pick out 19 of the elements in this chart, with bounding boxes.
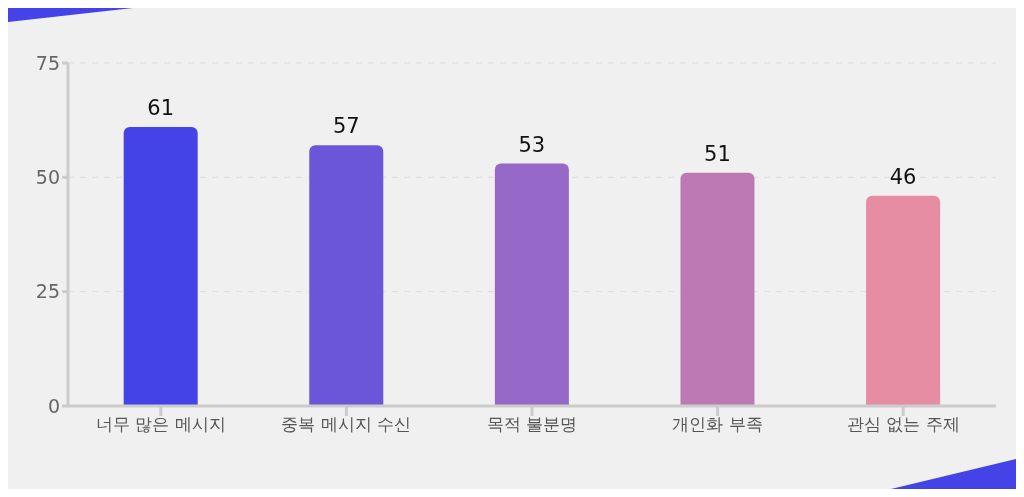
data-label: 57 <box>332 114 360 139</box>
data-label: 53 <box>518 132 546 157</box>
data-label: 46 <box>889 164 917 189</box>
y-tick-label: 25 <box>35 280 60 303</box>
data-label: 51 <box>704 141 731 166</box>
x-tick-label: 중복 메시지 수신 <box>281 414 412 435</box>
bar <box>309 145 384 406</box>
x-tick-label: 관심 없는 주제 <box>846 414 960 435</box>
x-tick-label: 개인화 부족 <box>672 414 763 435</box>
y-tick-label: 50 <box>35 166 60 189</box>
bar <box>123 127 198 406</box>
x-tick-label: 너무 많은 메시지 <box>95 414 226 435</box>
bar <box>866 195 941 406</box>
y-tick-label: 75 <box>35 51 60 74</box>
bar <box>680 172 755 406</box>
x-tick-label: 목적 불분명 <box>486 414 578 435</box>
y-tick-label: 0 <box>47 394 60 417</box>
data-label: 61 <box>147 96 175 121</box>
bar <box>494 163 569 406</box>
